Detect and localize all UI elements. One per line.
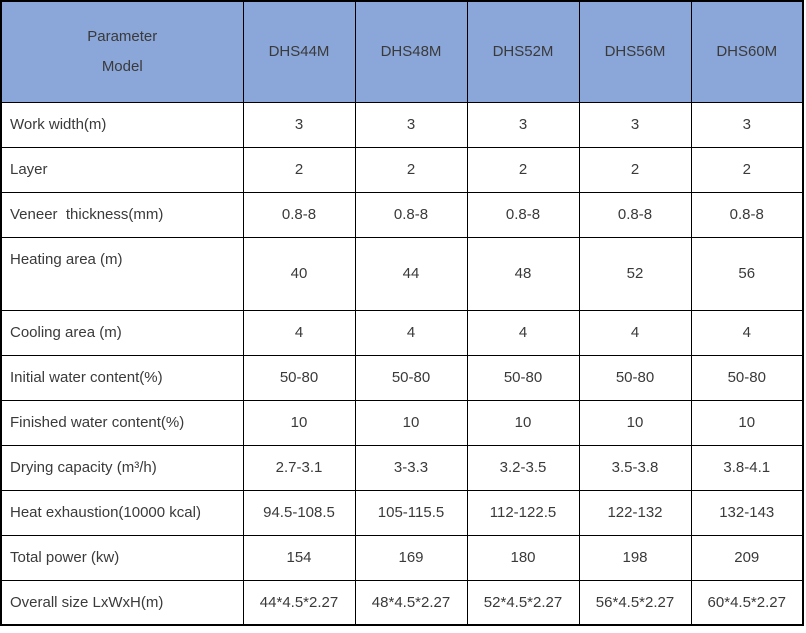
value-cell: 2 [690,146,804,193]
parameter-label: Heat exhaustion(10000 kcal) [0,489,244,536]
value-cell: 3 [578,101,692,148]
value-cell: 50-80 [354,354,468,401]
value-cell: 3 [690,101,804,148]
table-row-veneer-thickness: Veneer thickness(mm) 0.8-8 0.8-8 0.8-8 0… [0,191,804,238]
parameter-label: Veneer thickness(mm) [0,191,244,238]
value-cell: 44*4.5*2.27 [242,579,356,626]
value-cell: 132-143 [690,489,804,536]
value-cell: 154 [242,534,356,581]
column-header-model-4: DHS56M [578,0,692,103]
value-cell: 56 [690,236,804,311]
value-cell: 40 [242,236,356,311]
value-cell: 0.8-8 [690,191,804,238]
parameter-label: Initial water content(%) [0,354,244,401]
column-header-model-5: DHS60M [690,0,804,103]
table-row-heat-exhaustion: Heat exhaustion(10000 kcal) 94.5-108.5 1… [0,489,804,536]
parameter-label: Cooling area (m) [0,309,244,356]
value-cell: 10 [578,399,692,446]
value-cell: 0.8-8 [578,191,692,238]
value-cell: 4 [242,309,356,356]
value-cell: 3 [242,101,356,148]
value-cell: 0.8-8 [466,191,580,238]
table-row-total-power: Total power (kw) 154 169 180 198 209 [0,534,804,581]
value-cell: 44 [354,236,468,311]
value-cell: 2 [354,146,468,193]
model-header-label: Model [101,57,143,75]
value-cell: 48 [466,236,580,311]
value-cell: 48*4.5*2.27 [354,579,468,626]
value-cell: 2 [242,146,356,193]
value-cell: 4 [690,309,804,356]
table-row-cooling-area: Cooling area (m) 4 4 4 4 4 [0,309,804,356]
value-cell: 105-115.5 [354,489,468,536]
table-row-finished-water-content: Finished water content(%) 10 10 10 10 10 [0,399,804,446]
value-cell: 2 [578,146,692,193]
parameter-header-label: Parameter [87,27,158,45]
value-cell: 112-122.5 [466,489,580,536]
value-cell: 180 [466,534,580,581]
value-cell: 50-80 [690,354,804,401]
value-cell: 3.5-3.8 [578,444,692,491]
value-cell: 52 [578,236,692,311]
table-row-heating-area: Heating area (m) 40 44 48 52 56 [0,236,804,311]
column-header-model-3: DHS52M [466,0,580,103]
table-row-layer: Layer 2 2 2 2 2 [0,146,804,193]
value-cell: 169 [354,534,468,581]
value-cell: 3 [466,101,580,148]
value-cell: 50-80 [242,354,356,401]
value-cell: 3-3.3 [354,444,468,491]
parameter-label: Overall size LxWxH(m) [0,579,244,626]
table-row-work-width: Work width(m) 3 3 3 3 3 [0,101,804,148]
value-cell: 94.5-108.5 [242,489,356,536]
parameter-label: Drying capacity (m³/h) [0,444,244,491]
value-cell: 209 [690,534,804,581]
parameter-label: Finished water content(%) [0,399,244,446]
value-cell: 3.2-3.5 [466,444,580,491]
parameter-label: Layer [0,146,244,193]
value-cell: 122-132 [578,489,692,536]
value-cell: 50-80 [466,354,580,401]
value-cell: 52*4.5*2.27 [466,579,580,626]
parameter-label: Work width(m) [0,101,244,148]
header-row: Parameter Model DHS44M DHS48M DHS52M DHS… [0,0,804,103]
parameter-label: Total power (kw) [0,534,244,581]
parameter-label: Heating area (m) [0,236,244,311]
value-cell: 3 [354,101,468,148]
table-row-drying-capacity: Drying capacity (m³/h) 2.7-3.1 3-3.3 3.2… [0,444,804,491]
parameter-model-header-cell: Parameter Model [0,0,244,103]
value-cell: 10 [242,399,356,446]
value-cell: 2.7-3.1 [242,444,356,491]
column-header-model-2: DHS48M [354,0,468,103]
table-row-overall-size: Overall size LxWxH(m) 44*4.5*2.27 48*4.5… [0,579,804,626]
value-cell: 4 [578,309,692,356]
table-row-initial-water-content: Initial water content(%) 50-80 50-80 50-… [0,354,804,401]
column-header-model-1: DHS44M [242,0,356,103]
value-cell: 60*4.5*2.27 [690,579,804,626]
value-cell: 4 [354,309,468,356]
value-cell: 10 [354,399,468,446]
value-cell: 10 [466,399,580,446]
value-cell: 3.8-4.1 [690,444,804,491]
value-cell: 50-80 [578,354,692,401]
value-cell: 4 [466,309,580,356]
value-cell: 0.8-8 [242,191,356,238]
value-cell: 10 [690,399,804,446]
value-cell: 0.8-8 [354,191,468,238]
spec-table-body: Work width(m) 3 3 3 3 3 Layer 2 2 2 2 2 … [0,101,804,626]
value-cell: 198 [578,534,692,581]
value-cell: 56*4.5*2.27 [578,579,692,626]
value-cell: 2 [466,146,580,193]
